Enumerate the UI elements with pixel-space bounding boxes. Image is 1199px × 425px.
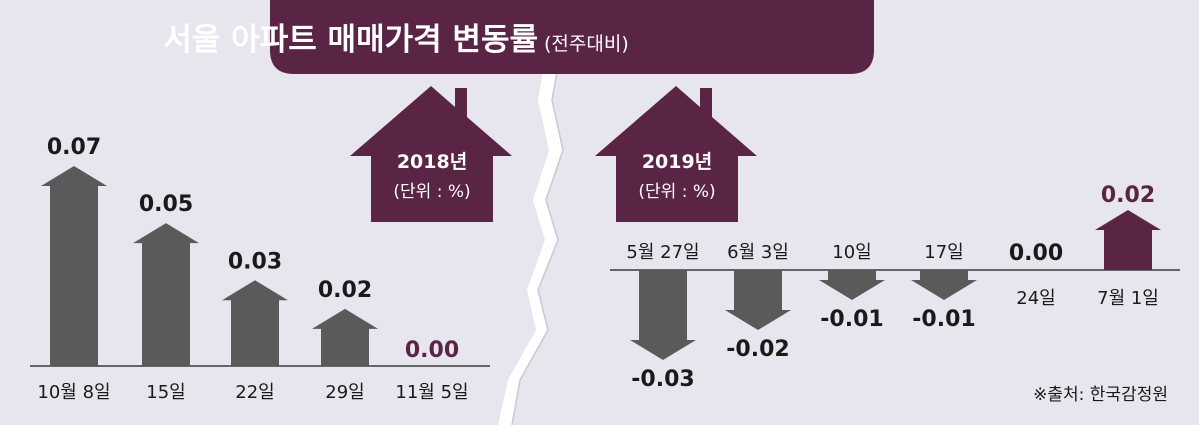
title-banner — [270, 0, 874, 74]
torn-divider — [498, 0, 563, 425]
tick-label-2019-2: 6월 3일 — [727, 242, 789, 263]
tick-label-2018-5: 11월 5일 — [395, 382, 468, 403]
bar-2019-1 — [630, 270, 696, 360]
bar-2019-2 — [725, 270, 791, 330]
value-label-2019-6: 0.02 — [1101, 183, 1155, 208]
bar-2018-4 — [312, 308, 378, 366]
tick-label-2019-3: 10일 — [832, 242, 871, 263]
bar-2018-3 — [222, 280, 288, 366]
value-label-2019-4: -0.01 — [912, 307, 975, 332]
value-label-2019-3: -0.01 — [820, 307, 883, 332]
tick-label-2018-2: 15일 — [146, 382, 185, 403]
year-label-2019: 2019년 — [642, 151, 712, 173]
value-label-2018-4: 0.02 — [318, 278, 372, 303]
house-2019: 2019년 (단위 : %) — [595, 86, 757, 222]
chart-subtitle: (전주대비) — [544, 33, 629, 55]
value-label-2018-3: 0.03 — [228, 249, 282, 274]
bar-2018-1 — [41, 166, 107, 366]
torn-divider-edge — [511, 0, 564, 425]
house-2019-shape — [595, 86, 757, 222]
year-label-2018: 2018년 — [397, 151, 467, 173]
value-label-2018-2: 0.05 — [139, 192, 193, 217]
house-2018: 2018년 (단위 : %) — [350, 86, 512, 222]
house-2018-shape — [350, 86, 512, 222]
tick-label-2019-5: 24일 — [1016, 288, 1055, 309]
value-label-2019-1: -0.03 — [631, 367, 694, 392]
bar-2019-4 — [911, 270, 977, 300]
marks-2018: 0.07 10월 8일 0.05 15일 0.03 22일 0.02 29일 0.00 11월 5… — [37, 135, 468, 403]
tick-label-2019-4: 17일 — [924, 242, 963, 263]
value-label-2018-5: 0.00 — [405, 338, 459, 363]
marks-2019: -0.03 5월 27일 -0.02 6월 3일 -0.01 10일 -0.01 17일 0.0… — [626, 183, 1161, 392]
unit-label-2018: (단위 : %) — [393, 182, 470, 202]
chart-title: 서울 아파트 매매가격 변동률 — [163, 22, 538, 58]
bar-2018-2 — [133, 223, 199, 366]
tick-label-2018-1: 10월 8일 — [37, 382, 110, 403]
value-label-2019-5: 0.00 — [1009, 241, 1063, 266]
unit-label-2019: (단위 : %) — [638, 182, 715, 202]
tick-label-2019-6: 7월 1일 — [1097, 288, 1159, 309]
value-label-2018-1: 0.07 — [47, 135, 101, 160]
tick-label-2018-4: 29일 — [325, 382, 364, 403]
source-note: ※출처: 한국감정원 — [1033, 385, 1168, 405]
bar-2019-3 — [819, 270, 885, 300]
value-label-2019-2: -0.02 — [726, 337, 789, 362]
tick-label-2018-3: 22일 — [235, 382, 274, 403]
bar-2019-6 — [1095, 210, 1161, 270]
tick-label-2019-1: 5월 27일 — [626, 242, 699, 263]
